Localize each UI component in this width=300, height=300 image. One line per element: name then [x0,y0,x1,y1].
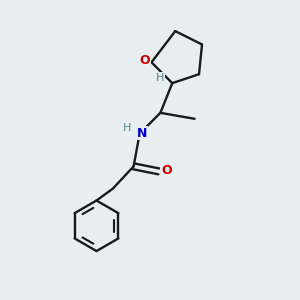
Text: O: O [161,164,172,177]
Text: H: H [123,123,131,133]
Text: H: H [156,73,164,83]
Text: O: O [140,54,150,67]
Text: N: N [137,127,147,140]
